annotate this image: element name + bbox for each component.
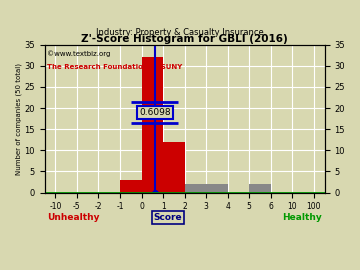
Text: Healthy: Healthy bbox=[282, 213, 322, 222]
Text: The Research Foundation of SUNY: The Research Foundation of SUNY bbox=[48, 64, 183, 70]
Bar bbox=[141, 57, 163, 193]
Bar bbox=[163, 142, 185, 193]
Text: ©www.textbiz.org: ©www.textbiz.org bbox=[48, 50, 111, 57]
Bar bbox=[206, 184, 228, 193]
Bar bbox=[120, 180, 141, 193]
Text: Unhealthy: Unhealthy bbox=[48, 213, 100, 222]
Y-axis label: Number of companies (50 total): Number of companies (50 total) bbox=[15, 63, 22, 175]
Text: Score: Score bbox=[153, 213, 182, 222]
Text: Industry: Property & Casualty Insurance: Industry: Property & Casualty Insurance bbox=[96, 28, 264, 37]
Bar bbox=[249, 184, 271, 193]
Text: 0.6098: 0.6098 bbox=[139, 108, 171, 117]
Title: Z'-Score Histogram for GBLI (2016): Z'-Score Histogram for GBLI (2016) bbox=[81, 34, 288, 44]
Bar bbox=[185, 184, 206, 193]
